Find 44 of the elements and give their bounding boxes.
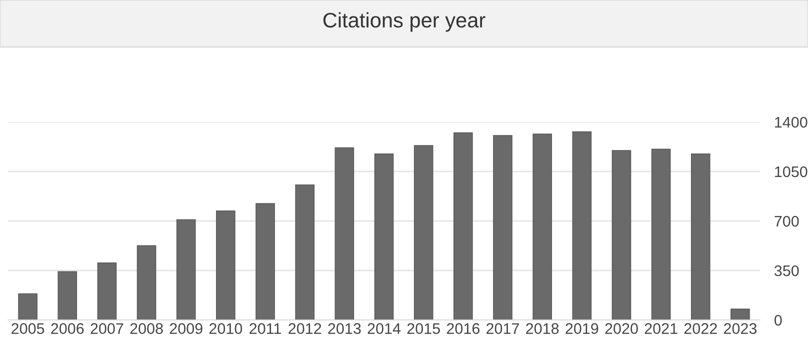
bar [493,135,512,320]
x-tick-label: 2011 [250,323,281,334]
chart-title: Citations per year [323,12,486,32]
bar [176,219,196,320]
x-tick-label: 2012 [288,323,322,334]
x-tick-label: 2014 [368,323,401,334]
bar [532,134,552,320]
x-tick-label: 2005 [12,323,44,334]
x-tick-label: 2008 [130,323,163,334]
bar [58,271,78,320]
bar [414,145,434,320]
bar [216,210,236,320]
x-tick-label: 2022 [684,323,717,334]
y-tick-label: 350 [774,265,799,276]
bar [256,203,275,320]
x-tick-label: 2016 [446,323,480,334]
y-tick-label: 1050 [775,166,808,178]
bar [612,150,632,320]
x-tick-label: 2015 [407,323,440,334]
x-tick-label: 2009 [170,323,202,334]
x-tick-label: 2019 [566,323,598,334]
bar [730,308,750,320]
x-tick-label: 2006 [51,323,84,334]
y-tick-label: 0 [774,314,782,326]
x-tick-label: 2010 [209,323,242,334]
x-tick-label: 2023 [724,323,757,334]
y-tick-label: 1400 [775,116,808,128]
x-tick-label: 2018 [526,323,559,334]
bar [651,148,671,320]
x-tick-label: 2013 [328,323,361,334]
bar [18,293,38,320]
bar [136,245,156,320]
y-tick-label: 700 [774,216,799,227]
bar [454,132,473,320]
bar [374,153,394,320]
bar [97,262,117,320]
x-tick-label: 2021 [644,323,678,334]
bar [572,131,592,320]
bar [690,153,710,320]
bar [334,147,354,320]
x-tick-label: 2017 [486,323,519,334]
x-tick-label: 2007 [90,323,124,334]
bar [295,184,314,320]
x-tick-label: 2020 [605,323,638,334]
